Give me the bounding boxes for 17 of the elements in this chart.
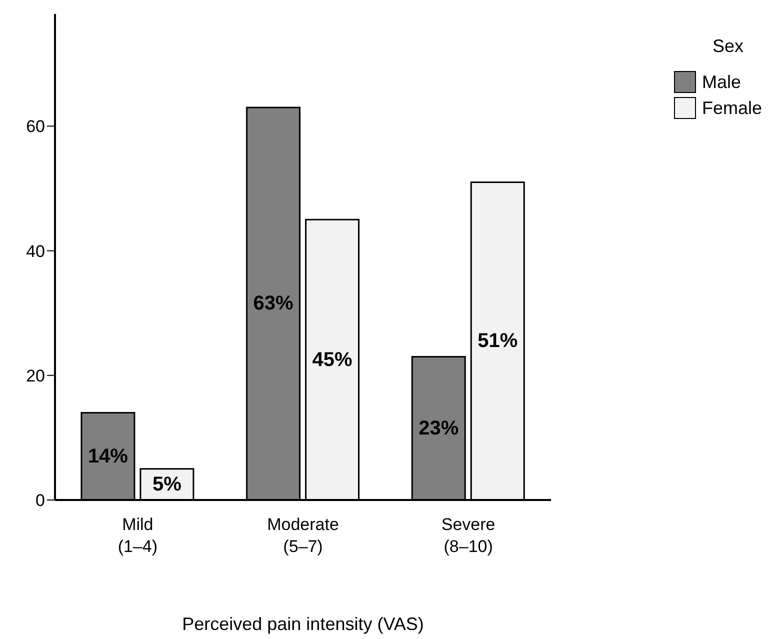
data-label: 45% [312, 348, 353, 371]
legend-label: Male [702, 72, 742, 92]
y-tick-label: 0 [36, 491, 45, 510]
x-tick-label: Moderate (5–7) [267, 515, 339, 556]
x-axis-title: Perceived pain intensity (VAS) [182, 614, 424, 634]
data-label: 5% [152, 473, 182, 496]
legend-title: Sex [711, 36, 745, 57]
x-tick-label: Mild (1–4) [118, 515, 158, 556]
y-tick-label: 40 [26, 242, 45, 261]
data-label: 63% [253, 292, 294, 315]
x-tick-label: Severe (8–10) [441, 515, 496, 556]
data-label: 51% [478, 330, 518, 352]
y-tick-label: 60 [26, 117, 45, 136]
y-tick-label: 20 [26, 366, 45, 386]
legend-label: Female [702, 98, 762, 118]
data-label: 14% [88, 445, 128, 468]
data-label: 23% [418, 417, 459, 440]
